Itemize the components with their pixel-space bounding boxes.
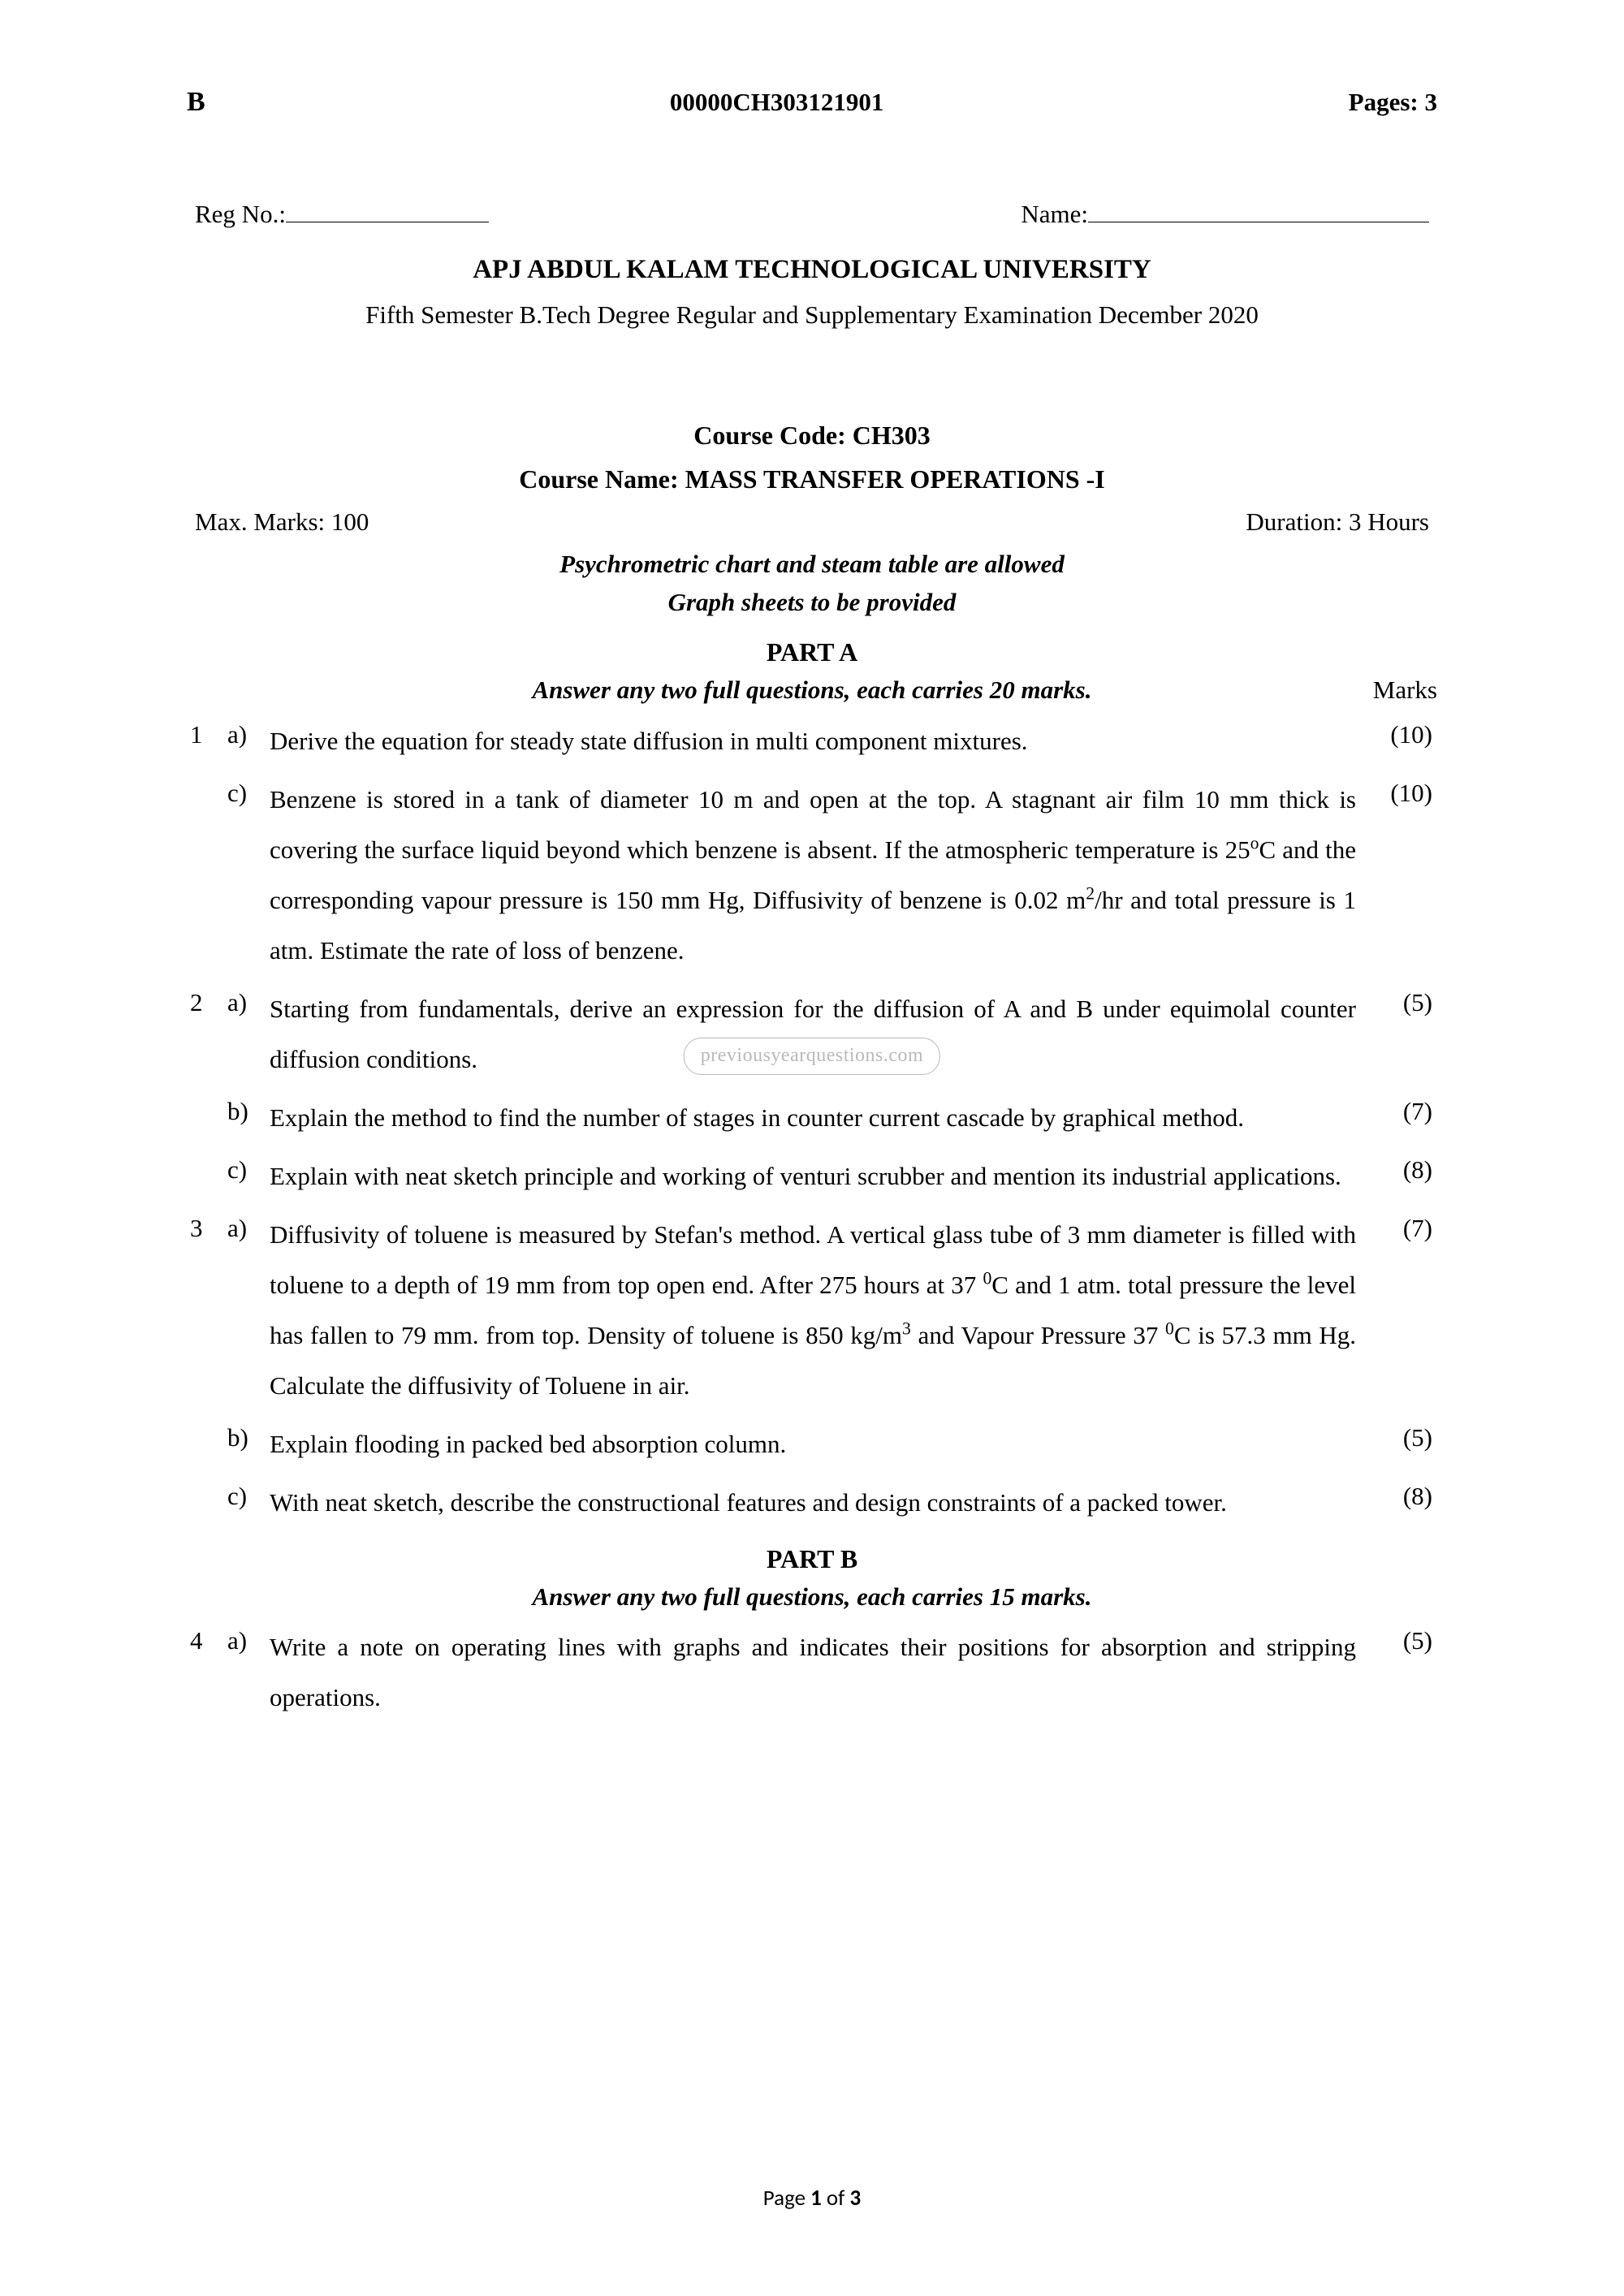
question-text: Explain the method to find the number of… [270, 1093, 1372, 1143]
course-code: Course Code: CH303 [187, 416, 1437, 455]
question-marks: (8) [1372, 1478, 1437, 1516]
question-marks: (5) [1372, 1622, 1437, 1660]
footer-of: of [822, 2185, 850, 2212]
footer-total: 3 [850, 2185, 862, 2212]
question-row: c)Benzene is stored in a tank of diamete… [187, 775, 1437, 976]
question-number: 4 [187, 1622, 227, 1660]
question-number: 2 [187, 984, 227, 1022]
question-text: Diffusivity of toluene is measured by St… [270, 1210, 1372, 1411]
question-marks: (10) [1372, 716, 1437, 754]
questions-part-a: 1a)Derive the equation for steady state … [187, 716, 1437, 1528]
university-name: APJ ABDUL KALAM TECHNOLOGICAL UNIVERSITY [187, 250, 1437, 291]
question-marks: (10) [1372, 775, 1437, 813]
part-a-heading: PART A [187, 632, 1437, 671]
question-number: 1 [187, 716, 227, 754]
allowed-line-1: Psychrometric chart and steam table are … [187, 546, 1437, 584]
questions-part-b: 4a)Write a note on operating lines with … [187, 1622, 1437, 1723]
paper-code: 00000CH303121901 [205, 84, 1349, 122]
question-row: 1a)Derive the equation for steady state … [187, 716, 1437, 766]
page-footer: Page 1 of 3 [0, 2182, 1624, 2216]
question-text: Benzene is stored in a tank of diameter … [270, 775, 1372, 976]
name-field: Name: [1021, 196, 1429, 234]
reg-no-field: Reg No.: [195, 196, 489, 234]
question-text: Explain flooding in packed bed absorptio… [270, 1419, 1372, 1470]
question-row: c)Explain with neat sketch principle and… [187, 1151, 1437, 1202]
question-text: Explain with neat sketch principle and w… [270, 1151, 1372, 1202]
allowed-line-2: Graph sheets to be provided [187, 584, 1437, 622]
question-subpart: b) [227, 1419, 270, 1457]
question-marks: (7) [1372, 1210, 1437, 1248]
question-row: b)Explain the method to find the number … [187, 1093, 1437, 1143]
marks-duration-row: Max. Marks: 100 Duration: 3 Hours [187, 503, 1437, 542]
course-name: Course Name: MASS TRANSFER OPERATIONS -I [187, 460, 1437, 498]
name-label: Name: [1021, 200, 1088, 228]
question-row: 2a)Starting from fundamentals, derive an… [187, 984, 1437, 1085]
question-marks: (5) [1372, 1419, 1437, 1457]
question-subpart: b) [227, 1093, 270, 1131]
duration: Duration: 3 Hours [1246, 503, 1429, 542]
exam-description: Fifth Semester B.Tech Degree Regular and… [187, 296, 1437, 334]
reg-no-blank [286, 197, 489, 222]
question-subpart: a) [227, 716, 270, 754]
part-a-instruction-row: Answer any two full questions, each carr… [187, 671, 1437, 710]
question-subpart: a) [227, 984, 270, 1022]
marks-column-header: Marks [1373, 671, 1437, 710]
reg-name-row: Reg No.: Name: [187, 196, 1437, 234]
part-b-instruction: Answer any two full questions, each carr… [533, 1578, 1092, 1616]
question-marks: (5) [1372, 984, 1437, 1022]
question-subpart: c) [227, 1151, 270, 1189]
question-text: Derive the equation for steady state dif… [270, 716, 1372, 766]
header-row: B 00000CH303121901 Pages: 3 [187, 81, 1437, 123]
question-row: 3a)Diffusivity of toluene is measured by… [187, 1210, 1437, 1411]
part-a-instruction: Answer any two full questions, each carr… [533, 671, 1092, 710]
question-subpart: a) [227, 1622, 270, 1660]
name-blank [1088, 197, 1429, 222]
pages-label: Pages: 3 [1349, 84, 1437, 122]
question-text: Write a note on operating lines with gra… [270, 1622, 1372, 1723]
question-marks: (7) [1372, 1093, 1437, 1131]
series-letter: B [187, 81, 205, 123]
question-text: With neat sketch, describe the construct… [270, 1478, 1372, 1528]
max-marks: Max. Marks: 100 [195, 503, 369, 542]
part-b-heading: PART B [187, 1539, 1437, 1578]
question-number: 3 [187, 1210, 227, 1248]
part-b-instruction-row: Answer any two full questions, each carr… [187, 1578, 1437, 1616]
question-marks: (8) [1372, 1151, 1437, 1189]
question-subpart: c) [227, 775, 270, 813]
reg-no-label: Reg No.: [195, 200, 286, 228]
question-subpart: a) [227, 1210, 270, 1248]
question-subpart: c) [227, 1478, 270, 1516]
question-row: b)Explain flooding in packed bed absorpt… [187, 1419, 1437, 1470]
question-row: c)With neat sketch, describe the constru… [187, 1478, 1437, 1528]
footer-current: 1 [810, 2185, 822, 2212]
footer-prefix: Page [763, 2185, 810, 2212]
question-text: Starting from fundamentals, derive an ex… [270, 984, 1372, 1085]
question-row: 4a)Write a note on operating lines with … [187, 1622, 1437, 1723]
